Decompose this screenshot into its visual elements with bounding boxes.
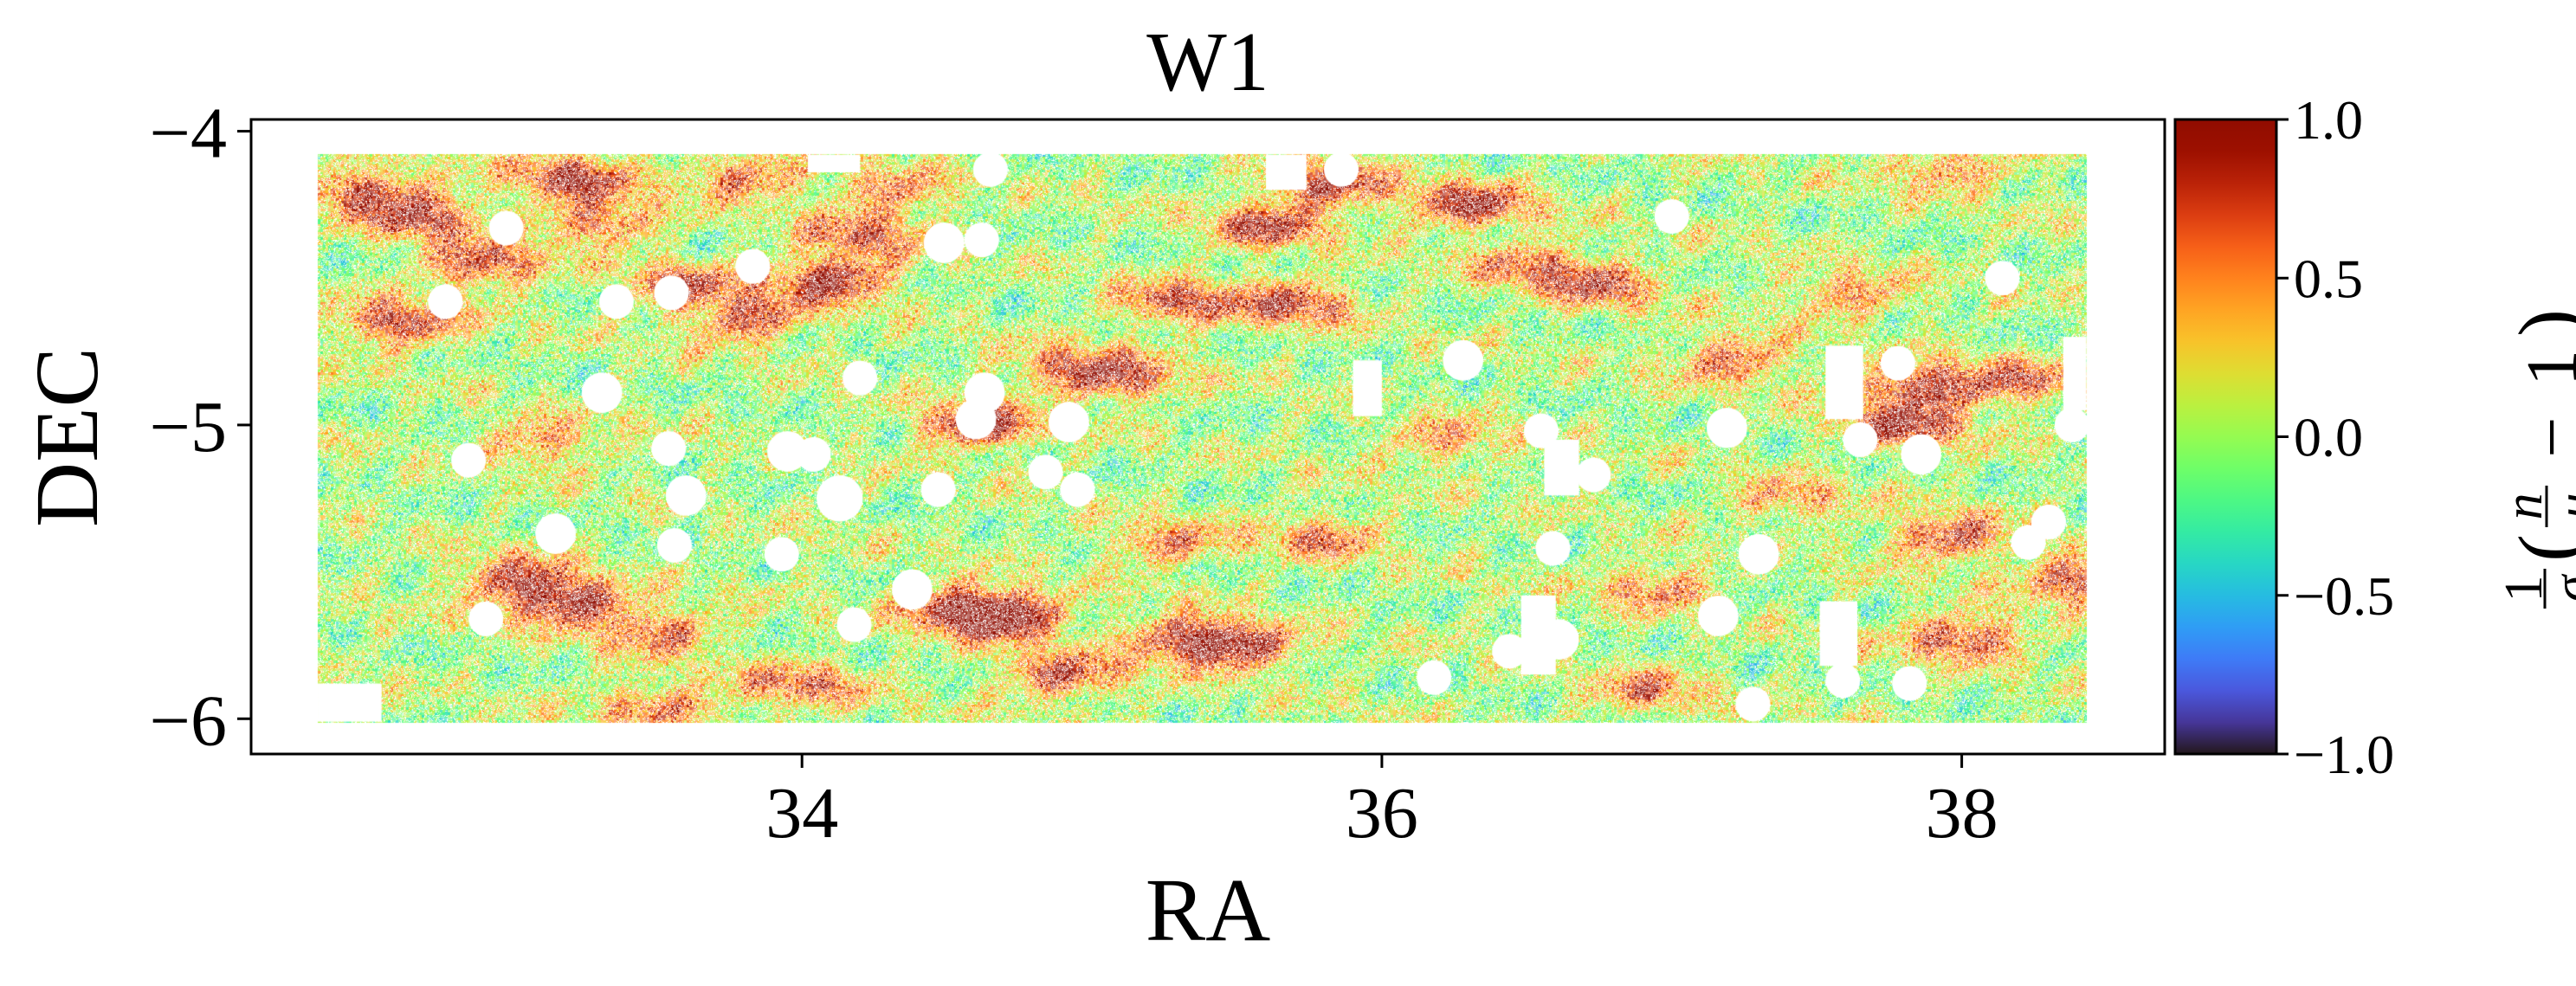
y-axis-ticks: −4 −5 −6 bbox=[150, 93, 251, 761]
x-tick-label: 38 bbox=[1926, 773, 1998, 854]
colorbar-tick-label: 1.0 bbox=[2294, 89, 2363, 151]
y-tick-label: −5 bbox=[150, 387, 227, 467]
colorbar-label: 1 σ ( n μ − 1 ) bbox=[2495, 309, 2576, 609]
colorbar-ticks: 1.0 0.5 0.0 −0.5 −1.0 bbox=[2276, 89, 2394, 785]
plot-frame bbox=[249, 118, 2166, 756]
x-tick-label: 36 bbox=[1346, 773, 1418, 854]
colorbar-label-n: n bbox=[2495, 493, 2553, 520]
x-tick-label: 34 bbox=[765, 773, 838, 854]
y-tick-label: −6 bbox=[150, 680, 227, 761]
colorbar-label-paren-open: ( bbox=[2502, 534, 2576, 562]
colorbar-tick-label: 0.0 bbox=[2294, 407, 2363, 468]
colorbar-label-sigma: σ bbox=[2543, 573, 2576, 602]
heatmap-layer bbox=[251, 119, 2165, 754]
plot-area bbox=[249, 118, 2166, 756]
colorbar-label-mu: μ bbox=[2547, 493, 2576, 520]
y-axis-label: DEC bbox=[17, 347, 117, 527]
y-tick-label: −4 bbox=[150, 93, 227, 174]
x-axis-label: RA bbox=[1146, 860, 1270, 960]
colorbar-gradient bbox=[2175, 119, 2276, 754]
colorbar-tick-label: 0.5 bbox=[2294, 248, 2363, 309]
colorbar-tick-label: −0.5 bbox=[2294, 565, 2394, 627]
colorbar-label-paren-close: ) bbox=[2502, 309, 2576, 337]
x-axis-ticks: 34 36 38 bbox=[765, 754, 1998, 854]
chart-title: W1 bbox=[1146, 16, 1269, 109]
colorbar-label-one-b: 1 bbox=[2512, 350, 2576, 386]
colorbar-label-minus: − bbox=[2512, 416, 2576, 457]
colorbar: 1.0 0.5 0.0 −0.5 −1.0 bbox=[2173, 89, 2394, 785]
colorbar-tick-label: −1.0 bbox=[2294, 724, 2394, 785]
